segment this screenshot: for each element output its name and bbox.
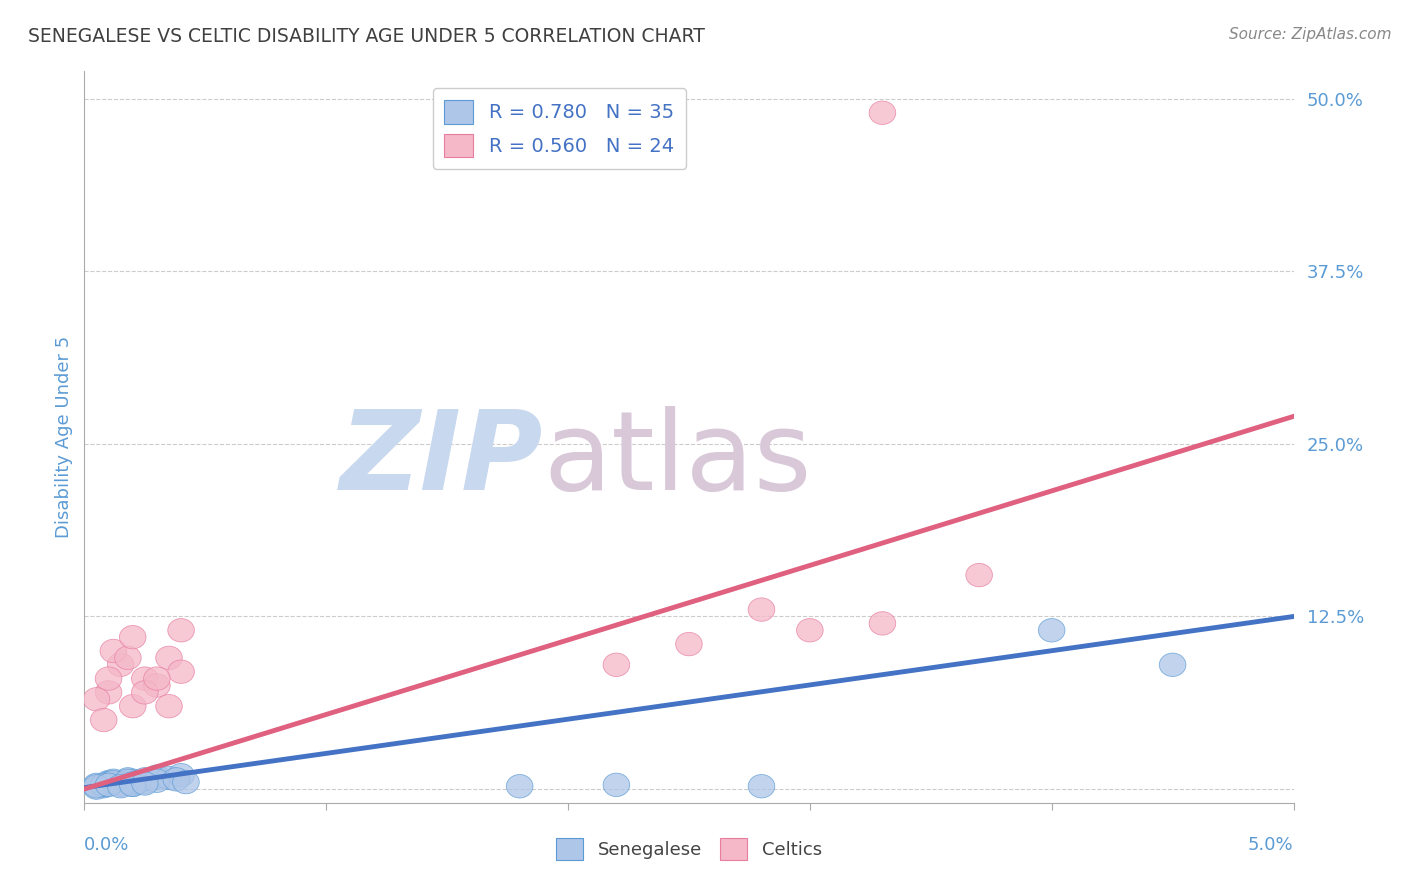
Ellipse shape (132, 681, 157, 704)
Ellipse shape (167, 764, 194, 787)
Ellipse shape (120, 695, 146, 718)
Ellipse shape (132, 667, 157, 690)
Ellipse shape (156, 646, 183, 670)
Text: SENEGALESE VS CELTIC DISABILITY AGE UNDER 5 CORRELATION CHART: SENEGALESE VS CELTIC DISABILITY AGE UNDE… (28, 27, 704, 45)
Ellipse shape (83, 688, 110, 711)
Y-axis label: Disability Age Under 5: Disability Age Under 5 (55, 336, 73, 538)
Ellipse shape (966, 564, 993, 587)
Ellipse shape (143, 766, 170, 789)
Ellipse shape (96, 681, 122, 704)
Ellipse shape (132, 771, 157, 794)
Ellipse shape (107, 653, 134, 676)
Text: 0.0%: 0.0% (84, 836, 129, 854)
Text: 5.0%: 5.0% (1249, 836, 1294, 854)
Text: Source: ZipAtlas.com: Source: ZipAtlas.com (1229, 27, 1392, 42)
Ellipse shape (83, 773, 110, 797)
Ellipse shape (143, 673, 170, 698)
Ellipse shape (120, 769, 146, 792)
Ellipse shape (797, 618, 823, 642)
Ellipse shape (676, 632, 702, 656)
Ellipse shape (132, 768, 157, 791)
Ellipse shape (167, 618, 194, 642)
Ellipse shape (96, 773, 122, 797)
Ellipse shape (603, 653, 630, 676)
Ellipse shape (1160, 653, 1185, 676)
Ellipse shape (748, 598, 775, 622)
Ellipse shape (1039, 618, 1064, 642)
Ellipse shape (90, 773, 117, 797)
Ellipse shape (167, 660, 194, 683)
Ellipse shape (100, 769, 127, 792)
Ellipse shape (120, 773, 146, 797)
Ellipse shape (115, 646, 141, 670)
Ellipse shape (100, 640, 127, 663)
Ellipse shape (100, 771, 127, 794)
Ellipse shape (603, 773, 630, 797)
Ellipse shape (869, 101, 896, 125)
Ellipse shape (156, 766, 183, 789)
Ellipse shape (83, 776, 110, 799)
Ellipse shape (748, 774, 775, 798)
Ellipse shape (143, 769, 170, 792)
Ellipse shape (173, 771, 200, 794)
Ellipse shape (143, 764, 170, 789)
Ellipse shape (156, 695, 183, 718)
Ellipse shape (107, 772, 134, 795)
Text: atlas: atlas (544, 406, 813, 513)
Ellipse shape (124, 771, 150, 794)
Ellipse shape (83, 774, 110, 798)
Ellipse shape (115, 769, 141, 792)
Ellipse shape (143, 667, 170, 690)
Ellipse shape (132, 772, 157, 795)
Ellipse shape (90, 774, 117, 798)
Text: ZIP: ZIP (340, 406, 544, 513)
Ellipse shape (96, 667, 122, 690)
Ellipse shape (107, 773, 134, 797)
Ellipse shape (120, 773, 146, 797)
Ellipse shape (115, 768, 141, 791)
Ellipse shape (96, 772, 122, 795)
Ellipse shape (506, 774, 533, 798)
Ellipse shape (120, 625, 146, 648)
Ellipse shape (120, 772, 146, 795)
Ellipse shape (90, 708, 117, 731)
Ellipse shape (107, 774, 134, 798)
Ellipse shape (869, 612, 896, 635)
Legend: Senegalese, Celtics: Senegalese, Celtics (548, 830, 830, 867)
Ellipse shape (163, 768, 190, 791)
Ellipse shape (96, 771, 122, 794)
